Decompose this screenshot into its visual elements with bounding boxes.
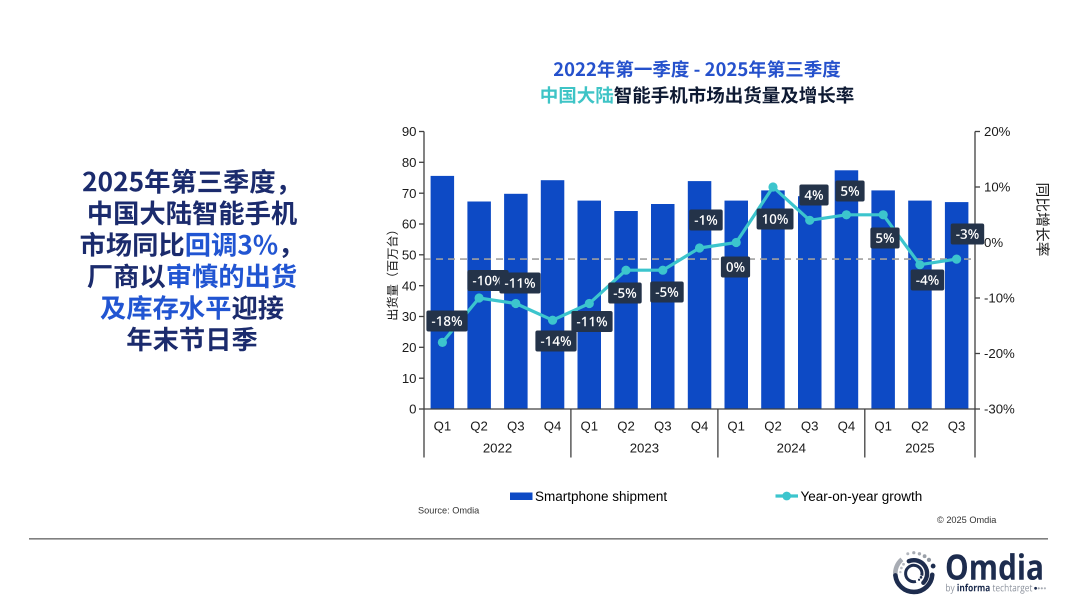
svg-text:20: 20 [402, 340, 417, 355]
svg-text:80: 80 [402, 155, 417, 170]
svg-text:60: 60 [402, 217, 417, 232]
svg-text:50: 50 [402, 247, 417, 262]
svg-text:Q1: Q1 [874, 419, 892, 434]
svg-text:-10%: -10% [984, 291, 1015, 306]
svg-text:0: 0 [409, 402, 416, 417]
svg-text:Smartphone shipment: Smartphone shipment [535, 489, 667, 504]
svg-text:Source: Omdia: Source: Omdia [418, 506, 480, 516]
svg-text:© 2025 Omdia: © 2025 Omdia [937, 515, 997, 525]
svg-text:10: 10 [402, 371, 417, 386]
svg-text:10%: 10% [984, 180, 1011, 195]
svg-text:Q3: Q3 [948, 419, 966, 434]
svg-text:Q2: Q2 [470, 419, 488, 434]
svg-text:2025: 2025 [905, 441, 934, 456]
svg-text:Q1: Q1 [727, 419, 745, 434]
svg-text:Q1: Q1 [434, 419, 452, 434]
svg-text:70: 70 [402, 186, 417, 201]
svg-text:Q2: Q2 [911, 419, 929, 434]
svg-text:Q4: Q4 [691, 419, 709, 434]
svg-text:90: 90 [402, 124, 417, 139]
svg-text:Q3: Q3 [654, 419, 672, 434]
svg-text:Q4: Q4 [838, 419, 856, 434]
svg-text:-30%: -30% [984, 402, 1015, 417]
svg-text:2022: 2022 [483, 441, 512, 456]
svg-text:0%: 0% [984, 235, 1003, 250]
svg-text:20%: 20% [984, 124, 1011, 139]
svg-text:Q4: Q4 [544, 419, 562, 434]
svg-text:Year-on-year growth: Year-on-year growth [801, 489, 923, 504]
svg-text:Q3: Q3 [507, 419, 525, 434]
svg-text:2024: 2024 [777, 441, 806, 456]
svg-text:Q2: Q2 [617, 419, 635, 434]
svg-text:Q1: Q1 [581, 419, 599, 434]
svg-text:40: 40 [402, 278, 417, 293]
svg-text:Q2: Q2 [764, 419, 782, 434]
svg-text:2023: 2023 [630, 441, 659, 456]
svg-text:Q3: Q3 [801, 419, 819, 434]
svg-text:30: 30 [402, 309, 417, 324]
svg-text:-20%: -20% [984, 346, 1015, 361]
